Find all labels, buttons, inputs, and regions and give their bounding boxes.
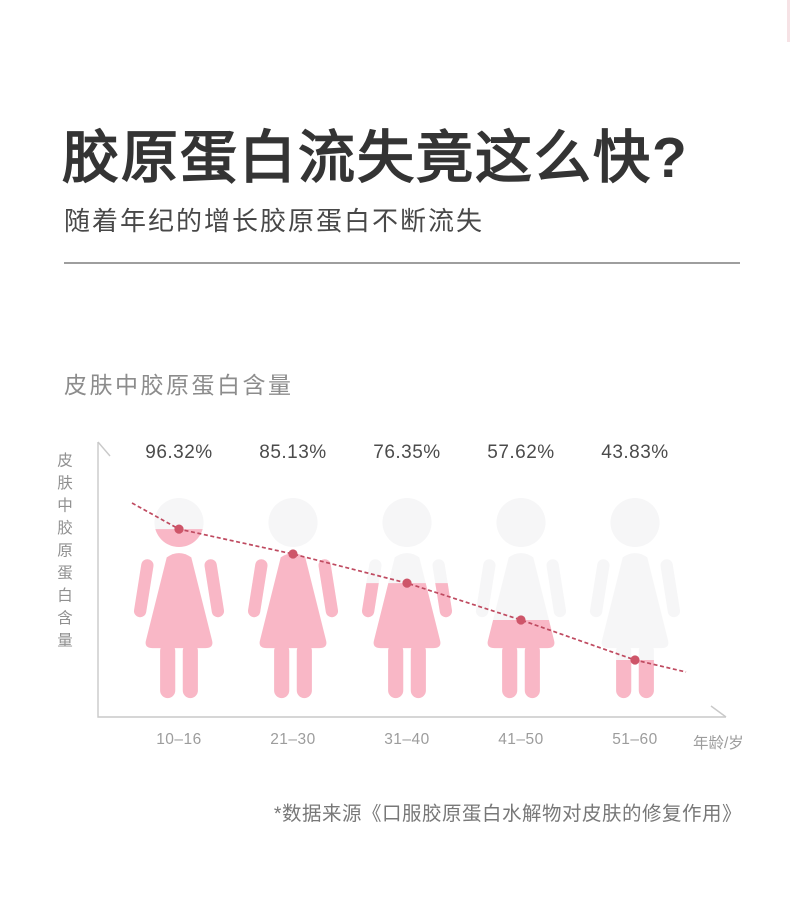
x-tick-label: 10–16 — [156, 731, 202, 748]
value-label: 43.83% — [601, 442, 669, 463]
value-label: 96.32% — [145, 442, 213, 463]
page-edge-artifact — [787, 0, 790, 42]
x-tick-label: 21–30 — [270, 731, 316, 748]
figure-woman — [247, 497, 339, 699]
x-tick-label: 41–50 — [498, 731, 544, 748]
value-label: 76.35% — [373, 442, 441, 463]
trend-marker — [402, 578, 412, 588]
chart-section-title: 皮肤中胶原蛋白含量 — [64, 372, 294, 398]
figure-woman — [589, 497, 681, 699]
page-title: 胶原蛋白流失竟这么快? — [62, 126, 689, 190]
page-subtitle: 随着年纪的增长胶原蛋白不断流失 — [64, 206, 485, 236]
trend-marker — [630, 655, 640, 665]
figure-woman — [133, 497, 225, 699]
trend-marker — [516, 615, 526, 625]
x-axis-unit-label: 年龄/岁 — [693, 735, 744, 752]
y-axis-label: 皮肤中胶原蛋白含量 — [55, 452, 72, 655]
value-label: 57.62% — [487, 442, 555, 463]
x-tick-label: 51–60 — [612, 731, 658, 748]
trend-marker — [288, 549, 298, 559]
figure-woman — [361, 497, 453, 699]
divider — [64, 262, 740, 264]
collagen-pictograph-chart — [97, 441, 727, 718]
data-source-footnote: *数据来源《口服胶原蛋白水解物对皮肤的修复作用》 — [273, 803, 742, 825]
value-label: 85.13% — [259, 442, 327, 463]
figure-woman — [475, 497, 567, 699]
x-tick-label: 31–40 — [384, 731, 430, 748]
trend-marker — [174, 524, 184, 534]
axes — [97, 441, 727, 718]
